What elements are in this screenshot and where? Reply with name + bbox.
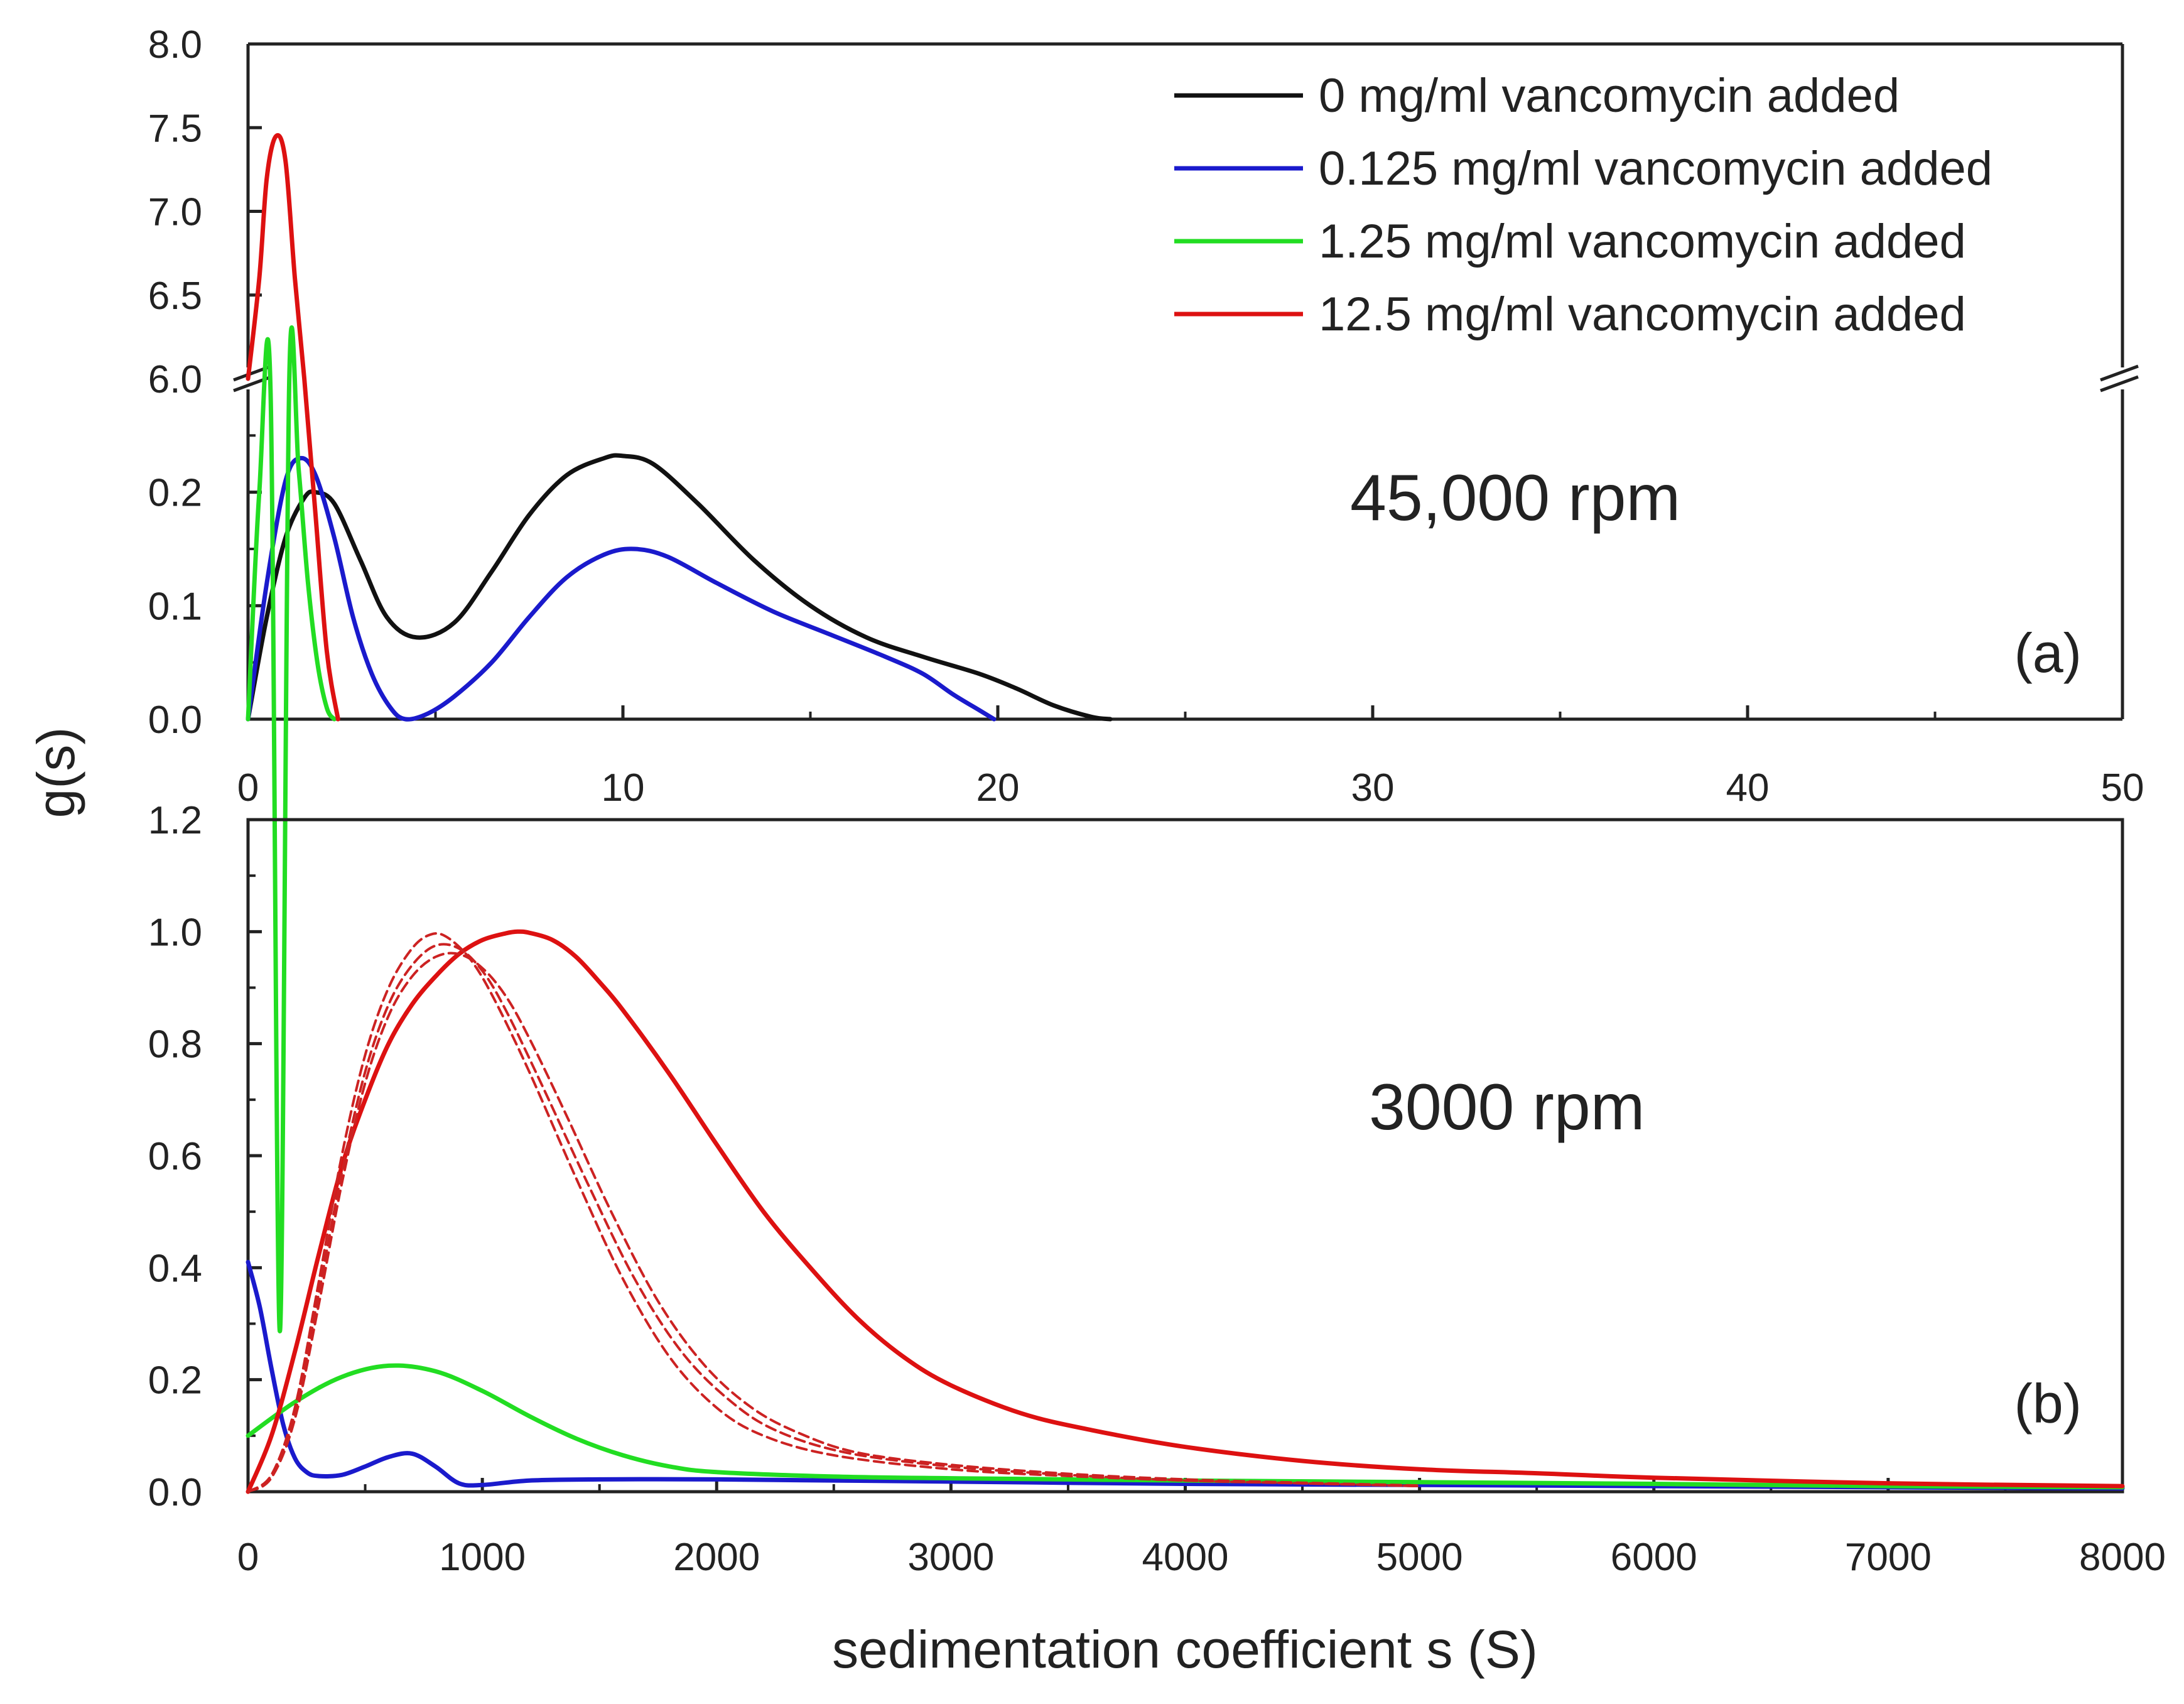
panel-b-plot: 0 1000 2000 3000 4000 5000 6000 7000 8000 0.0 0.2 0… xyxy=(148,799,2166,1579)
axis-break-right xyxy=(2091,364,2141,393)
panel-a-y-tick-label: 6.0 xyxy=(148,358,202,401)
panel-a-x-tick-label: 10 xyxy=(602,766,645,810)
legend-label-2: 1.25 mg/ml vancomycin added xyxy=(1319,215,1966,268)
panel-b-x-tick-label: 4000 xyxy=(1142,1536,1229,1579)
panel-a-x-tick-label: 30 xyxy=(1351,766,1395,810)
panel-b-x-tick-label: 2000 xyxy=(673,1536,760,1579)
panel-b-x-tick-label: 0 xyxy=(237,1536,259,1579)
panel-b-y-tick-label: 1.2 xyxy=(148,799,202,842)
legend-label-3: 12.5 mg/ml vancomycin added xyxy=(1319,288,1966,341)
panel-b-x-tick-label: 5000 xyxy=(1376,1536,1463,1579)
legend-label-1: 0.125 mg/ml vancomycin added xyxy=(1319,142,1992,195)
panel-b-y-tick-label: 0.2 xyxy=(148,1359,202,1403)
panel-a-y-tick-label: 7.5 xyxy=(148,107,202,150)
panel-a-x-tick-label: 0 xyxy=(237,766,259,810)
panel-a-y-tick-label: 7.0 xyxy=(148,191,202,234)
panel-b-x-tick-label: 8000 xyxy=(2079,1536,2166,1579)
panel-a-annotation: 45,000 rpm xyxy=(1350,462,1680,535)
panel-b-annotation: 3000 rpm xyxy=(1369,1071,1645,1144)
panel-b-y-tick-label: 0.6 xyxy=(148,1135,202,1178)
panel-a-ticks: 0 10 20 30 40 50 0.0 0.1 0.2 6.0 6.5 7.0 7.5 8.0 xyxy=(148,23,2144,810)
panel-b-series-12-5-mg-ml-replicate-2-dashed xyxy=(247,943,1421,1493)
panel-b-series-12-5-mg-ml-vancomycin-added xyxy=(246,929,2125,1494)
panel-a-series xyxy=(246,133,1113,1333)
panel-b-y-tick-label: 0.0 xyxy=(148,1471,202,1514)
axis-break-left xyxy=(232,364,283,393)
panel-b-series-1-25-mg-ml-vancomycin-added xyxy=(246,1363,2125,1490)
panel-a-series-12-5-mg-ml-vancomycin-added xyxy=(246,133,340,722)
x-axis-title: sedimentation coefficient s (S) xyxy=(832,1620,1538,1679)
panel-b-x-tick-label: 1000 xyxy=(439,1536,526,1579)
panel-a-plot: 0 10 20 30 40 50 0.0 0.1 0.2 6.0 6.5 7.0 7.5 8.0 45,0… xyxy=(148,23,2144,1333)
panel-b-x-tick-label: 3000 xyxy=(907,1536,994,1579)
panel-a-y-tick-label: 0.2 xyxy=(148,472,202,515)
panel-a-y-tick-label: 0.0 xyxy=(148,698,202,742)
panel-b-series-0-125-mg-ml-vancomycin-added xyxy=(246,1259,2125,1491)
panel-a-x-tick-label: 50 xyxy=(2101,766,2144,810)
panel-b-y-tick-label: 1.0 xyxy=(148,911,202,954)
panel-a-x-tick-label: 40 xyxy=(1726,766,1770,810)
panel-b-y-tick-label: 0.4 xyxy=(148,1247,202,1290)
y-axis-title: g(s) xyxy=(26,727,85,818)
panel-a-y-tick-label: 0.1 xyxy=(148,585,202,628)
panel-b-series-12-5-mg-ml-replicate-1-dashed xyxy=(247,932,1421,1493)
legend: 0 mg/ml vancomycin added 0.125 mg/ml van… xyxy=(1174,69,1992,341)
panel-a-y-tick-label: 6.5 xyxy=(148,274,202,318)
panel-b-y-tick-label: 0.8 xyxy=(148,1023,202,1066)
legend-label-0: 0 mg/ml vancomycin added xyxy=(1319,69,1900,122)
panel-b-label: (b) xyxy=(2014,1372,2082,1435)
panel-a-label: (a) xyxy=(2014,622,2082,684)
panel-a-series-1-25-mg-ml-vancomycin-added xyxy=(246,325,337,1333)
panel-b-x-tick-label: 7000 xyxy=(1845,1536,1932,1579)
panel-b-x-tick-label: 6000 xyxy=(1611,1536,1697,1579)
panel-a-x-tick-label: 20 xyxy=(976,766,1020,810)
panel-b-series-12-5-mg-ml-replicate-3-dashed xyxy=(247,952,1421,1493)
panel-a-y-tick-label: 8.0 xyxy=(148,23,202,67)
panel-b-series xyxy=(246,929,2125,1494)
